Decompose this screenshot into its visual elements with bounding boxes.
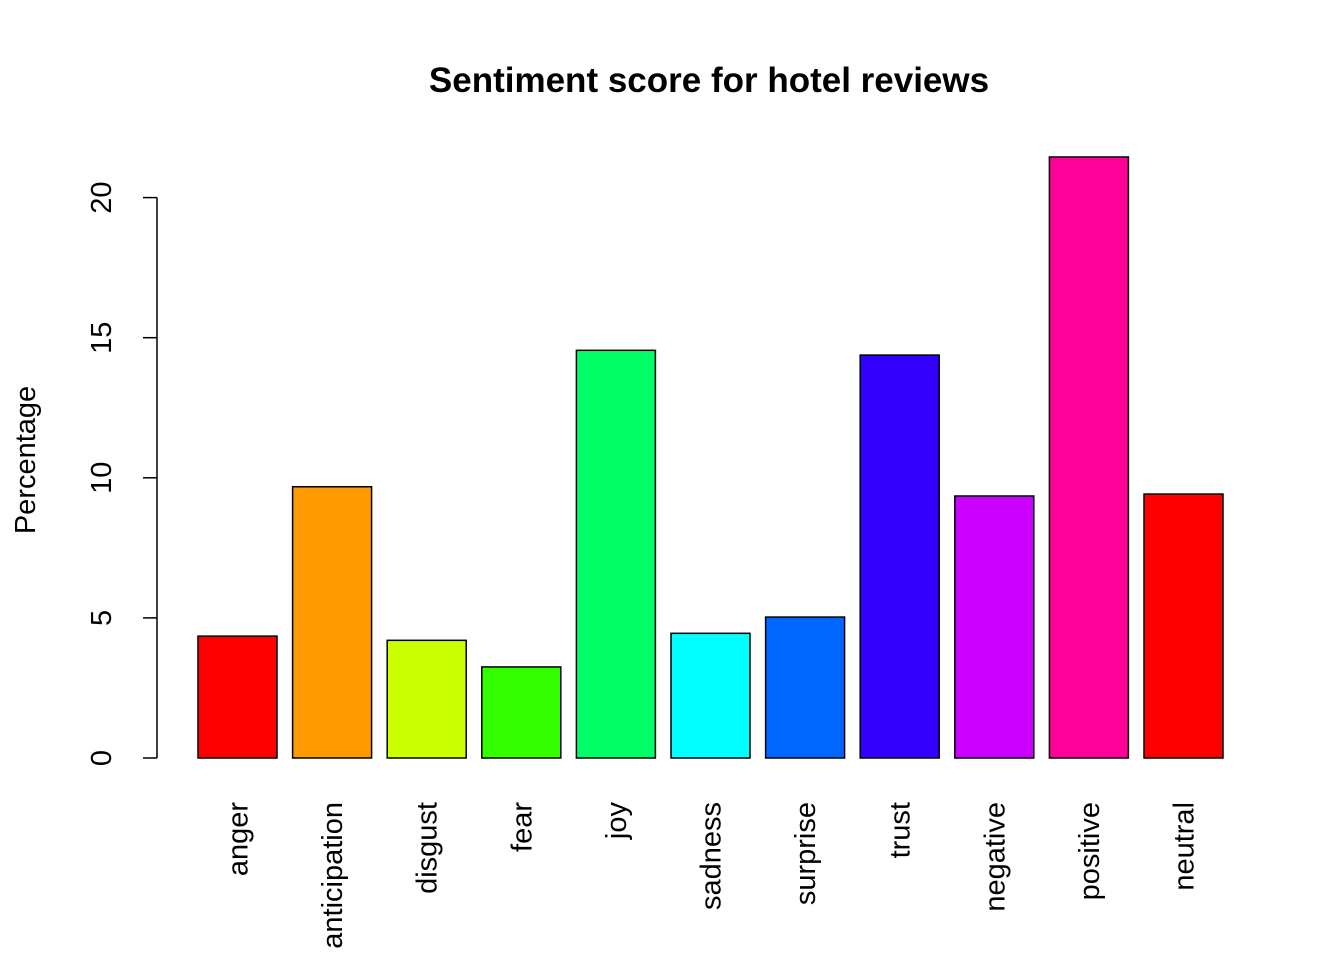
y-axis: 0 5 10 15 20 [86, 181, 158, 766]
category-label-positive: positive [1074, 802, 1106, 900]
y-tick-label: 15 [86, 322, 118, 354]
bar-positive [1048, 156, 1130, 759]
bar-sadness [670, 632, 751, 759]
y-tick-label: 10 [86, 462, 118, 494]
bar-anticipation [291, 486, 373, 759]
bars [197, 156, 1224, 759]
y-tick-label: 5 [86, 610, 118, 626]
bar-anger [197, 635, 278, 759]
bar-disgust [386, 639, 467, 759]
category-label-neutral: neutral [1169, 802, 1201, 891]
category-label-surprise: surprise [790, 802, 822, 905]
bar-joy [575, 349, 657, 759]
category-label-fear: fear [506, 802, 538, 852]
category-label-anger: anger [223, 802, 255, 877]
category-labels: anger anticipation disgust fear joy sadness su… [223, 802, 1201, 949]
category-label-disgust: disgust [412, 802, 444, 894]
category-label-trust: trust [885, 802, 917, 858]
bar-trust [859, 354, 940, 759]
y-tick-label: 0 [86, 750, 118, 766]
bar-neutral [1143, 493, 1224, 759]
category-label-sadness: sadness [696, 802, 728, 910]
y-axis-label: Percentage [10, 386, 42, 534]
bar-fear [481, 666, 562, 759]
category-label-joy: joy [601, 802, 633, 841]
y-tick-label: 20 [86, 181, 118, 213]
bar-surprise [764, 616, 846, 759]
category-label-negative: negative [979, 802, 1011, 912]
category-label-anticipation: anticipation [317, 802, 349, 949]
chart-title: Sentiment score for hotel reviews [429, 61, 989, 100]
bar-negative [954, 495, 1035, 759]
